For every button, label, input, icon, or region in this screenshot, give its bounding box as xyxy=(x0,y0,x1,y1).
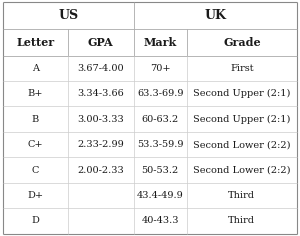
Text: 3.34-3.66: 3.34-3.66 xyxy=(77,89,124,98)
Text: 60-63.2: 60-63.2 xyxy=(142,115,179,124)
Text: Second Upper (2:1): Second Upper (2:1) xyxy=(193,115,291,124)
Text: 2.33-2.99: 2.33-2.99 xyxy=(77,140,124,149)
Text: D: D xyxy=(32,216,39,225)
Text: 3.67-4.00: 3.67-4.00 xyxy=(77,64,124,73)
Text: 70+: 70+ xyxy=(150,64,171,73)
Text: First: First xyxy=(230,64,254,73)
Text: Grade: Grade xyxy=(223,37,261,48)
Text: D+: D+ xyxy=(27,191,44,200)
Text: 2.00-2.33: 2.00-2.33 xyxy=(77,165,124,175)
Text: UK: UK xyxy=(205,9,226,22)
Text: A: A xyxy=(32,64,39,73)
Text: Third: Third xyxy=(228,216,255,225)
Text: 50-53.2: 50-53.2 xyxy=(142,165,179,175)
Text: Second Lower (2:2): Second Lower (2:2) xyxy=(193,165,291,175)
Text: 43.4-49.9: 43.4-49.9 xyxy=(137,191,184,200)
Text: Second Upper (2:1): Second Upper (2:1) xyxy=(193,89,291,98)
Text: B+: B+ xyxy=(28,89,43,98)
Text: 53.3-59.9: 53.3-59.9 xyxy=(137,140,184,149)
Text: C+: C+ xyxy=(28,140,43,149)
Text: GPA: GPA xyxy=(88,37,114,48)
Text: Second Lower (2:2): Second Lower (2:2) xyxy=(193,140,291,149)
Text: C: C xyxy=(32,165,39,175)
Text: US: US xyxy=(58,9,79,22)
Text: 3.00-3.33: 3.00-3.33 xyxy=(77,115,124,124)
Text: Third: Third xyxy=(228,191,255,200)
Text: Letter: Letter xyxy=(16,37,54,48)
Text: B: B xyxy=(32,115,39,124)
Text: 63.3-69.9: 63.3-69.9 xyxy=(137,89,184,98)
Text: 40-43.3: 40-43.3 xyxy=(142,216,179,225)
Text: Mark: Mark xyxy=(144,37,177,48)
